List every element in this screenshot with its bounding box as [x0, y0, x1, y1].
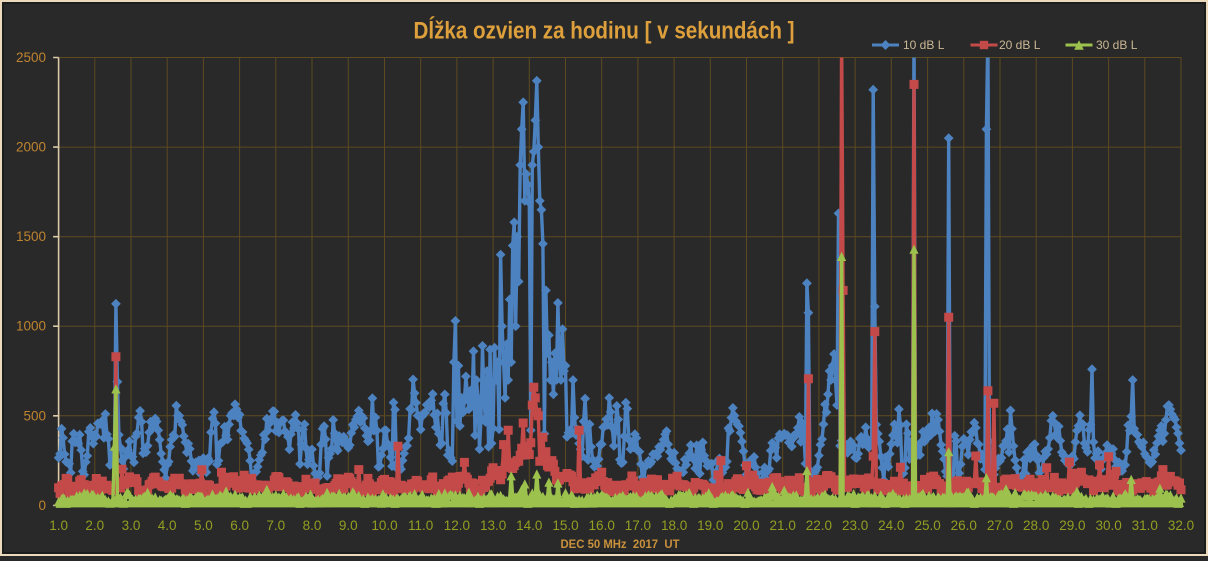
- svg-text:26.0: 26.0: [951, 518, 977, 533]
- svg-text:6.0: 6.0: [230, 518, 249, 533]
- svg-text:2000: 2000: [16, 140, 46, 155]
- svg-text:1500: 1500: [16, 229, 46, 244]
- svg-text:4.0: 4.0: [158, 518, 177, 533]
- svg-text:10.0: 10.0: [371, 518, 397, 533]
- svg-text:25.0: 25.0: [914, 518, 940, 533]
- svg-text:16.0: 16.0: [589, 518, 615, 533]
- svg-text:2.0: 2.0: [85, 518, 104, 533]
- svg-text:0: 0: [38, 498, 46, 513]
- svg-text:22.0: 22.0: [806, 518, 832, 533]
- svg-text:11.0: 11.0: [408, 518, 433, 533]
- svg-text:500: 500: [23, 408, 46, 423]
- svg-text:10 dB L: 10 dB L: [903, 38, 945, 52]
- svg-text:30 dB L: 30 dB L: [1096, 38, 1138, 52]
- svg-text:15.0: 15.0: [552, 518, 578, 533]
- svg-text:13.0: 13.0: [480, 518, 506, 533]
- svg-text:27.0: 27.0: [987, 518, 1013, 533]
- svg-text:30.0: 30.0: [1095, 518, 1121, 533]
- svg-text:8.0: 8.0: [303, 518, 322, 533]
- svg-text:24.0: 24.0: [878, 518, 904, 533]
- svg-text:12.0: 12.0: [444, 518, 470, 533]
- svg-text:Dĺžka ozvien za hodinu [ v sek: Dĺžka ozvien za hodinu [ v sekundách ]: [414, 16, 795, 45]
- svg-text:20.0: 20.0: [733, 518, 759, 533]
- svg-text:1000: 1000: [16, 319, 46, 334]
- svg-text:21.0: 21.0: [770, 518, 796, 533]
- svg-text:19.0: 19.0: [697, 518, 723, 533]
- svg-text:14.0: 14.0: [516, 518, 542, 533]
- svg-text:20 dB L: 20 dB L: [999, 38, 1041, 52]
- svg-text:3.0: 3.0: [122, 518, 141, 533]
- svg-text:29.0: 29.0: [1059, 518, 1085, 533]
- svg-text:7.0: 7.0: [266, 518, 285, 533]
- svg-text:1.0: 1.0: [49, 518, 68, 533]
- svg-text:18.0: 18.0: [661, 518, 687, 533]
- svg-text:28.0: 28.0: [1023, 518, 1049, 533]
- svg-text:2500: 2500: [16, 50, 46, 65]
- svg-text:17.0: 17.0: [625, 518, 651, 533]
- svg-text:9.0: 9.0: [339, 518, 358, 533]
- svg-text:23.0: 23.0: [842, 518, 868, 533]
- svg-text:31.0: 31.0: [1132, 518, 1158, 533]
- svg-text:DEC 50 MHz 2017 UT: DEC 50 MHz 2017 UT: [561, 537, 681, 551]
- svg-text:5.0: 5.0: [194, 518, 213, 533]
- svg-text:32.0: 32.0: [1168, 518, 1194, 533]
